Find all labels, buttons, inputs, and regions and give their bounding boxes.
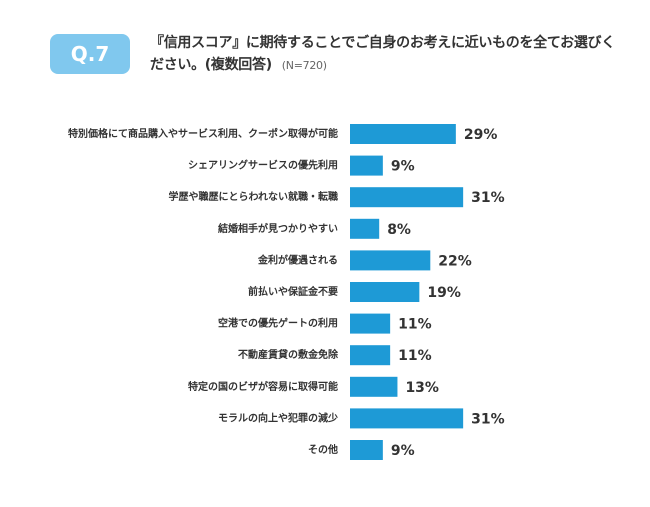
value-label: 31% [471, 411, 505, 427]
bar [350, 155, 383, 176]
category-label: 空港での優先ゲートの利用 [218, 317, 338, 330]
chart-subtitle: (N=720) [281, 59, 327, 72]
category-label: 前払いや保証金不要 [248, 285, 338, 298]
category-label: モラルの向上や犯罪の減少 [218, 411, 338, 424]
bar [350, 187, 464, 208]
category-label: 金利が優遇される [257, 253, 338, 266]
value-label: 11% [398, 317, 432, 333]
title-block: 『信用スコア』に期待することでご自身のお考えに近いものを全てお選びください。(複… [150, 32, 620, 77]
chart-title: 『信用スコア』に期待することでご自身のお考えに近いものを全てお選びください。(複… [150, 35, 615, 73]
bar [350, 313, 391, 334]
bar [350, 440, 383, 460]
category-label: 特別価格にて商品購入やサービス利用、クーポン取得が可能 [68, 127, 338, 140]
bar [350, 124, 456, 144]
category-label: その他 [308, 443, 338, 456]
value-label: 8% [387, 222, 411, 238]
value-label: 9% [391, 443, 415, 459]
value-label: 29% [464, 127, 498, 143]
bar [350, 250, 431, 271]
category-label: 不動産賃貸の敷金免除 [238, 348, 339, 361]
bar [350, 408, 464, 429]
bar [350, 345, 391, 366]
bar [350, 282, 420, 302]
value-label: 11% [398, 348, 432, 364]
value-label: 13% [405, 380, 439, 396]
question-badge: Q.7 [50, 34, 130, 74]
category-label: 特定の国のビザが容易に取得可能 [188, 380, 338, 393]
bar [350, 376, 398, 397]
value-label: 19% [427, 285, 461, 301]
category-label: 学歴や職歴にとらわれない就職・転職 [169, 190, 339, 203]
bar [350, 218, 380, 239]
value-label: 22% [438, 253, 472, 269]
category-label: シェアリングサービスの優先利用 [188, 159, 338, 172]
value-label: 9% [391, 159, 415, 175]
category-label: 結婚相手が見つかりやすい [218, 222, 338, 235]
value-label: 31% [471, 190, 505, 206]
